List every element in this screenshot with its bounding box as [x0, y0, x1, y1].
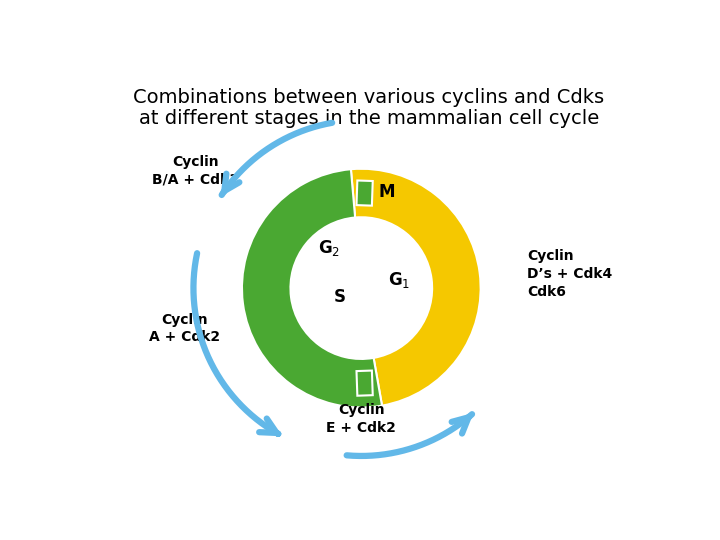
Wedge shape: [351, 169, 481, 406]
Text: Cdk6: Cdk6: [527, 285, 566, 299]
Text: Cyclin: Cyclin: [161, 313, 207, 327]
Text: at different stages in the mammalian cell cycle: at different stages in the mammalian cel…: [139, 110, 599, 129]
Text: E + Cdk2: E + Cdk2: [326, 421, 396, 435]
Text: D’s + Cdk4: D’s + Cdk4: [527, 267, 612, 281]
Text: Cyclin: Cyclin: [338, 403, 384, 417]
Text: Combinations between various cyclins and Cdks: Combinations between various cyclins and…: [133, 88, 605, 107]
Text: A + Cdk2: A + Cdk2: [148, 330, 220, 345]
Wedge shape: [242, 169, 382, 408]
Text: S: S: [334, 288, 346, 306]
Text: B/A + Cdk1: B/A + Cdk1: [153, 172, 239, 186]
FancyBboxPatch shape: [356, 180, 373, 206]
Text: M: M: [378, 184, 395, 201]
Text: G$_1$: G$_1$: [388, 271, 410, 291]
FancyBboxPatch shape: [356, 370, 373, 396]
Text: Cyclin: Cyclin: [172, 155, 219, 169]
Text: Cyclin: Cyclin: [527, 249, 573, 264]
Text: G$_2$: G$_2$: [318, 238, 340, 258]
